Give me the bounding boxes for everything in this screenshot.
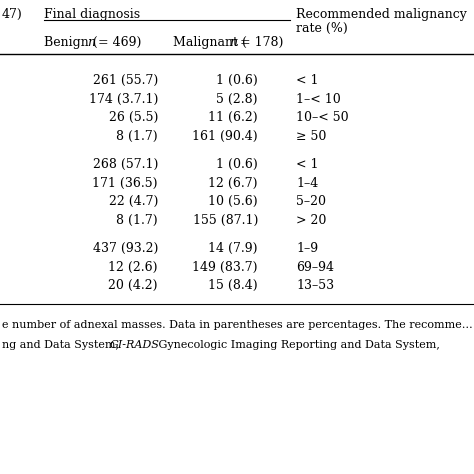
Text: = 178): = 178): [236, 36, 283, 49]
Text: < 1: < 1: [296, 74, 319, 87]
Text: 1 (0.6): 1 (0.6): [216, 158, 258, 171]
Text: n: n: [87, 36, 95, 49]
Text: 174 (3.7.1): 174 (3.7.1): [89, 92, 158, 106]
Text: 155 (87.1): 155 (87.1): [192, 214, 258, 227]
Text: 268 (57.1): 268 (57.1): [92, 158, 158, 171]
Text: 13–53: 13–53: [296, 279, 334, 292]
Text: 69–94: 69–94: [296, 261, 334, 274]
Text: = 469): = 469): [94, 36, 141, 49]
Text: 14 (7.9): 14 (7.9): [209, 242, 258, 255]
Text: ≥ 50: ≥ 50: [296, 129, 327, 143]
Text: Benign (: Benign (: [44, 36, 98, 49]
Text: n: n: [229, 36, 237, 49]
Text: 10–< 50: 10–< 50: [296, 111, 348, 124]
Text: GI-RADS: GI-RADS: [110, 340, 160, 350]
Text: 20 (4.2): 20 (4.2): [109, 279, 158, 292]
Text: rate (%): rate (%): [296, 22, 348, 35]
Text: Gynecologic Imaging Reporting and Data System,: Gynecologic Imaging Reporting and Data S…: [155, 340, 440, 350]
Text: 11 (6.2): 11 (6.2): [209, 111, 258, 124]
Text: Malignant (: Malignant (: [173, 36, 247, 49]
Text: 8 (1.7): 8 (1.7): [117, 214, 158, 227]
Text: 8 (1.7): 8 (1.7): [117, 129, 158, 143]
Text: 1–9: 1–9: [296, 242, 318, 255]
Text: 26 (5.5): 26 (5.5): [109, 111, 158, 124]
Text: 171 (36.5): 171 (36.5): [92, 177, 158, 190]
Text: 1–4: 1–4: [296, 177, 318, 190]
Text: 5 (2.8): 5 (2.8): [217, 92, 258, 106]
Text: 15 (8.4): 15 (8.4): [209, 279, 258, 292]
Text: 1–< 10: 1–< 10: [296, 92, 341, 106]
Text: Final diagnosis: Final diagnosis: [44, 8, 140, 21]
Text: ng and Data System,: ng and Data System,: [2, 340, 122, 350]
Text: 10 (5.6): 10 (5.6): [209, 195, 258, 208]
Text: 47): 47): [2, 8, 23, 21]
Text: 161 (90.4): 161 (90.4): [192, 129, 258, 143]
Text: > 20: > 20: [296, 214, 327, 227]
Text: < 1: < 1: [296, 158, 319, 171]
Text: Recommended malignancy: Recommended malignancy: [296, 8, 467, 21]
Text: 5–20: 5–20: [296, 195, 326, 208]
Text: 1 (0.6): 1 (0.6): [216, 74, 258, 87]
Text: 12 (6.7): 12 (6.7): [209, 177, 258, 190]
Text: e number of adnexal masses. Data in parentheses are percentages. The recomme…: e number of adnexal masses. Data in pare…: [2, 320, 473, 330]
Text: 12 (2.6): 12 (2.6): [109, 261, 158, 274]
Text: 149 (83.7): 149 (83.7): [192, 261, 258, 274]
Text: 22 (4.7): 22 (4.7): [109, 195, 158, 208]
Text: 437 (93.2): 437 (93.2): [92, 242, 158, 255]
Text: 261 (55.7): 261 (55.7): [93, 74, 158, 87]
